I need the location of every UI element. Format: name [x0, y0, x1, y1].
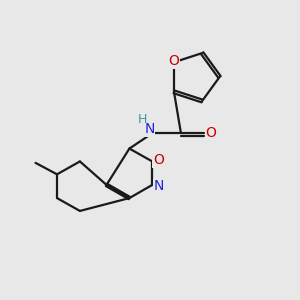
Text: N: N	[153, 179, 164, 193]
Text: O: O	[153, 153, 164, 167]
Text: O: O	[205, 126, 216, 140]
Text: N: N	[144, 122, 154, 136]
Text: H: H	[137, 113, 147, 127]
Text: O: O	[169, 54, 179, 68]
